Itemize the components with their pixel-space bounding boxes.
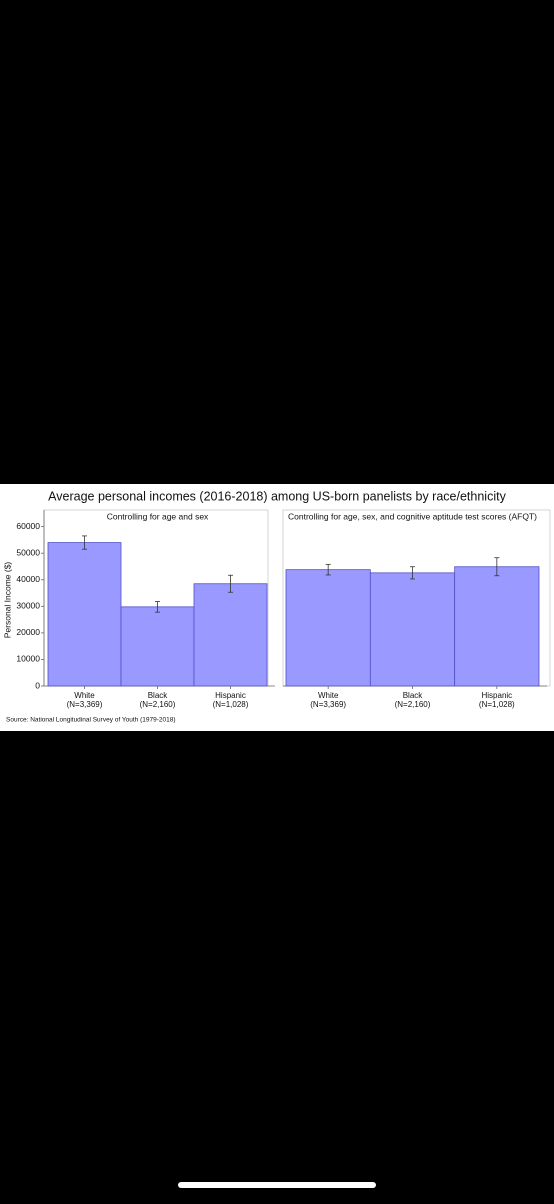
- x-tick-label: Black: [403, 691, 424, 700]
- bar: [47, 542, 122, 687]
- bar: [120, 606, 195, 687]
- home-indicator: [178, 1182, 376, 1188]
- subtitle: Controlling for age and sex: [107, 511, 209, 521]
- y-tick-label: 30000: [16, 601, 40, 611]
- x-tick-count: (N=3,369): [67, 700, 103, 709]
- x-tick-count: (N=2,160): [140, 700, 176, 709]
- y-tick-label: 60000: [16, 521, 40, 531]
- x-tick-count: (N=2,160): [395, 700, 431, 709]
- bar: [454, 566, 540, 687]
- x-tick-label: Black: [148, 691, 169, 700]
- y-tick-label: 50000: [16, 547, 40, 557]
- y-tick-label: 40000: [16, 574, 40, 584]
- source-note: Source: National Longitudinal Survey of …: [6, 717, 175, 724]
- subtitle: Controlling for age, sex, and cognitive …: [288, 511, 537, 521]
- x-tick-label: White: [74, 691, 95, 700]
- x-tick-label: White: [318, 691, 339, 700]
- plots: Controlling for age and sex 0 10000 20000 30…: [16, 510, 547, 709]
- bar: [369, 572, 456, 687]
- bar: [193, 583, 268, 687]
- x-tick-label: Hispanic: [481, 691, 512, 700]
- x-tick-label: Hispanic: [215, 691, 246, 700]
- y-tick-label: 10000: [16, 654, 40, 664]
- x-tick-count: (N=3,369): [310, 700, 346, 709]
- y-axis-label: Personal Income ($): [2, 562, 12, 639]
- y-tick-label: 20000: [16, 627, 40, 637]
- chart-title: Average personal incomes (2016-2018) amo…: [48, 489, 506, 503]
- bar: [285, 569, 371, 687]
- x-tick-count: (N=1,028): [479, 700, 515, 709]
- x-tick-count: (N=1,028): [213, 700, 249, 709]
- y-tick-label: 0: [35, 680, 40, 690]
